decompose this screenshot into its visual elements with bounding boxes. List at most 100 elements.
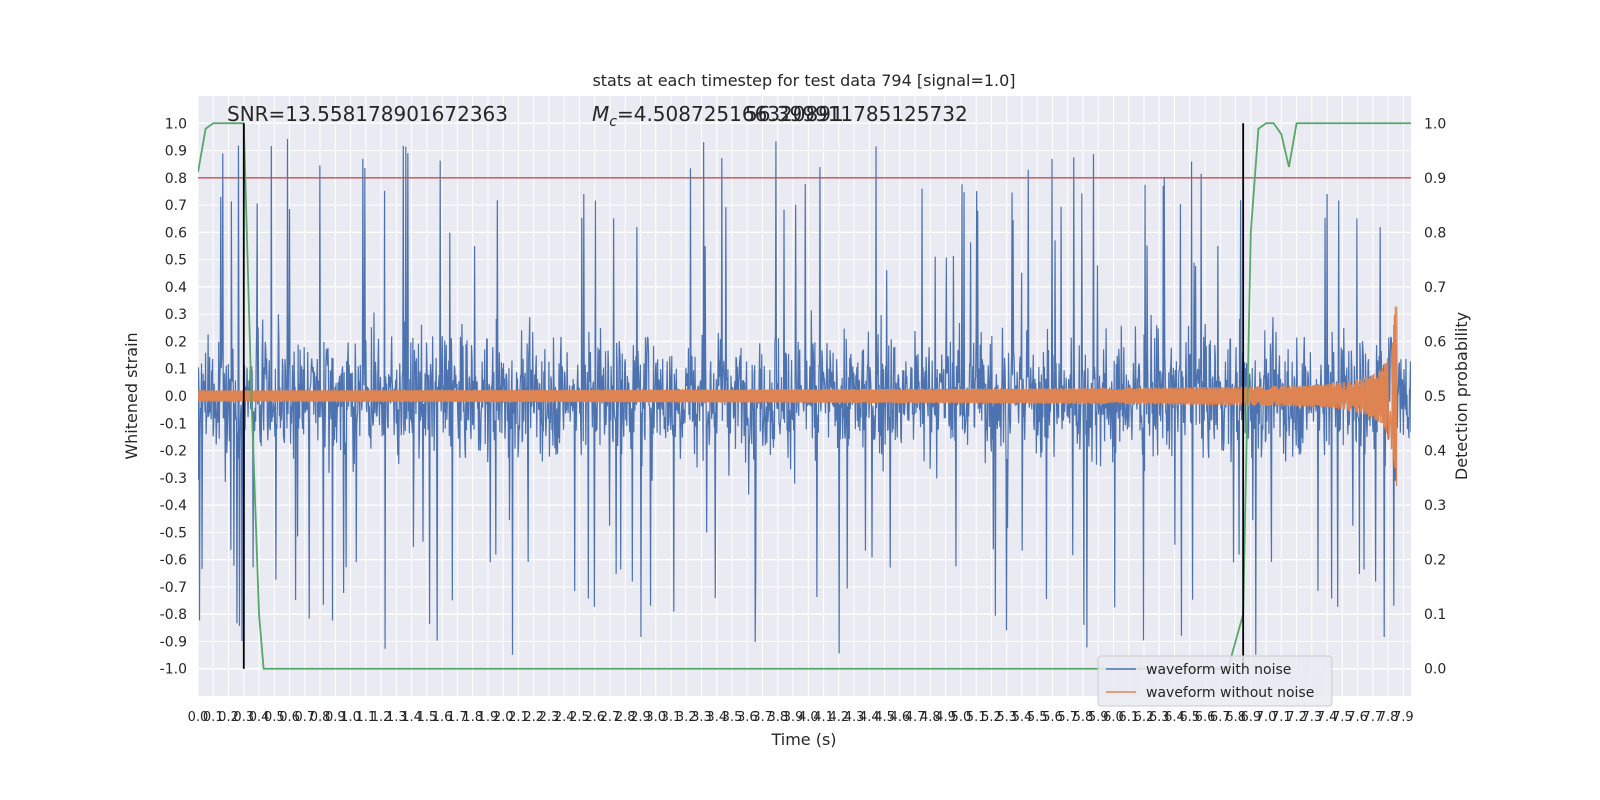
x-tick-label: 5.9 (1088, 710, 1109, 725)
x-tick-label: 4.1 (813, 710, 834, 725)
y-right-tick-label: 1.0 (1424, 116, 1446, 132)
x-tick-label: 3.8 (767, 710, 788, 725)
y-right-tick-label: 0.2 (1424, 553, 1446, 569)
chart-title: stats at each timestep for test data 794… (592, 71, 1015, 90)
x-tick-label: 1.1 (355, 710, 376, 725)
mc-value: =4.508725166320891 (617, 102, 844, 126)
y-right-tick-label: 0.6 (1424, 334, 1446, 350)
y-axis-label: Whitened strain (122, 332, 141, 459)
x-tick-label: 3.5 (722, 710, 743, 725)
x-tick-label: 7.6 (1347, 710, 1368, 725)
x-tick-label: 5.7 (1057, 710, 1078, 725)
y-right-tick-label: 0.8 (1424, 225, 1446, 241)
x-tick-label: 0.3 (233, 710, 254, 725)
x-tick-label: 6.4 (1164, 710, 1185, 725)
x-tick-label: 5.8 (1073, 710, 1094, 725)
x-tick-label: 2.1 (508, 710, 529, 725)
x-tick-label: 5.3 (996, 710, 1017, 725)
y-tick-label: -0.5 (160, 525, 187, 541)
x-tick-label: 7.7 (1363, 710, 1384, 725)
y-tick-label: 0.4 (165, 280, 187, 296)
y-tick-label: 0.5 (165, 253, 187, 269)
x-tick-label: 0.6 (279, 710, 300, 725)
x-tick-label: 7.1 (1271, 710, 1292, 725)
x-tick-label: 2.4 (554, 710, 575, 725)
x-tick-label: 1.3 (386, 710, 407, 725)
x-tick-label: 1.5 (417, 710, 438, 725)
series-detection-probability (198, 122, 1411, 670)
x-tick-label: 6.9 (1240, 710, 1261, 725)
y-tick-label: -0.7 (160, 580, 187, 596)
x-tick-label: 7.8 (1378, 710, 1399, 725)
x-tick-label: 5.6 (1042, 710, 1063, 725)
x-tick-label: 2.2 (523, 710, 544, 725)
x-tick-label: 5.0 (951, 710, 972, 725)
y-tick-label: -1.0 (160, 662, 187, 678)
y-right-tick-label: 0.3 (1424, 498, 1446, 514)
x-tick-label: 4.5 (874, 710, 895, 725)
x-tick-label: 7.9 (1393, 710, 1414, 725)
x-tick-label: 4.9 (935, 710, 956, 725)
x-tick-label: 7.3 (1301, 710, 1322, 725)
series-layer (198, 122, 1411, 670)
x-tick-label: 4.2 (828, 710, 849, 725)
x-tick-label: 2.8 (615, 710, 636, 725)
x-tick-label: 7.0 (1256, 710, 1277, 725)
x-tick-label: 4.3 (844, 710, 865, 725)
x-tick-label: 6.2 (1134, 710, 1155, 725)
x-tick-label: 6.6 (1195, 710, 1216, 725)
y-tick-label: 0.0 (165, 389, 187, 405)
x-tick-label: 1.6 (432, 710, 453, 725)
y-tick-label: 0.1 (165, 362, 187, 378)
y-right-tick-label: 0.9 (1424, 171, 1446, 187)
legend: waveform with noise waveform without noi… (1097, 655, 1333, 707)
y-tick-label: -0.3 (160, 471, 187, 487)
mc-subscript: c (609, 114, 617, 130)
x-tick-label: 4.0 (798, 710, 819, 725)
x-tick-label: 5.5 (1027, 710, 1048, 725)
series-waveform-without-noise (198, 306, 1398, 487)
x-tick-label: 3.6 (737, 710, 758, 725)
legend-label-noise: waveform with noise (1146, 662, 1291, 678)
y-tick-label: -0.4 (160, 498, 187, 514)
y-right-tick-label: 0.0 (1424, 662, 1446, 678)
y-right-tick-label: 0.5 (1424, 389, 1446, 405)
x-tick-label: 0.7 (294, 710, 315, 725)
y-ticks: 1.0 0.9 0.8 0.7 0.6 0.5 0.4 0.3 0.2 0.1 0.0 -0.1 -0.… (160, 116, 187, 677)
y-tick-label: 0.8 (165, 171, 187, 187)
x-tick-label: 6.1 (1118, 710, 1139, 725)
x-axis-label: Time (s) (770, 730, 836, 749)
y-tick-label: 0.2 (165, 334, 187, 350)
x-tick-label: 1.2 (371, 710, 392, 725)
x-tick-label: 3.7 (752, 710, 773, 725)
x-tick-label: 1.8 (462, 710, 483, 725)
x-tick-label: 3.9 (783, 710, 804, 725)
x-ticks: 0.00.10.20.30.40.50.60.70.80.91.01.11.21… (188, 710, 1414, 725)
y-tick-label: 0.6 (165, 225, 187, 241)
x-tick-label: 4.4 (859, 710, 880, 725)
y-tick-label: 1.0 (165, 116, 187, 132)
x-tick-label: 0.9 (325, 710, 346, 725)
x-tick-label: 6.7 (1210, 710, 1231, 725)
x-tick-label: 6.0 (1103, 710, 1124, 725)
x-tick-label: 1.9 (478, 710, 499, 725)
y-tick-label: -0.2 (160, 444, 187, 460)
x-tick-label: 3.4 (706, 710, 727, 725)
x-tick-label: 0.0 (188, 710, 209, 725)
x-tick-label: 2.7 (600, 710, 621, 725)
x-tick-label: 6.3 (1149, 710, 1170, 725)
x-tick-label: 2.0 (493, 710, 514, 725)
x-tick-label: 1.4 (401, 710, 422, 725)
x-tick-label: 7.5 (1332, 710, 1353, 725)
y-tick-label: 0.3 (165, 307, 187, 323)
extra-annotation: 56.399911785125732 (745, 102, 968, 126)
y-right-tick-label: 0.4 (1424, 444, 1446, 460)
chirp-mass-annotation: Mc=4.508725166320891 (592, 102, 844, 130)
x-tick-label: 7.2 (1286, 710, 1307, 725)
x-tick-label: 0.1 (203, 710, 224, 725)
x-tick-label: 0.2 (218, 710, 239, 725)
x-tick-label: 0.8 (310, 710, 331, 725)
x-tick-label: 4.7 (905, 710, 926, 725)
x-tick-label: 0.4 (249, 710, 270, 725)
